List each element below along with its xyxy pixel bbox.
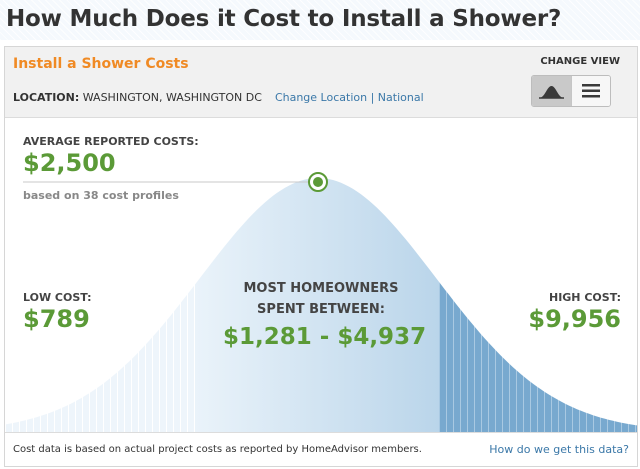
bell-curve-graphic — [5, 172, 637, 432]
list-view-button[interactable] — [571, 76, 610, 106]
view-toggle — [531, 75, 611, 107]
high-cost-label: HIGH COST: — [548, 291, 621, 304]
page-heading-banner: How Much Does it Cost to Install a Showe… — [0, 0, 640, 40]
typical-range-block: MOST HOMEOWNERS SPENT BETWEEN: $1,281 - … — [223, 278, 427, 350]
national-link[interactable]: National — [377, 91, 424, 104]
how-we-get-data-link[interactable]: How do we get this data? — [489, 443, 629, 456]
panel-title: Install a Shower Costs — [13, 56, 189, 72]
low-cost-value: $789 — [23, 305, 90, 333]
graph-view-button[interactable] — [532, 76, 571, 106]
high-cost-value: $9,956 — [528, 305, 621, 333]
location-value: WASHINGTON, WASHINGTON DC — [82, 91, 262, 104]
low-cost-label: LOW COST: — [23, 291, 92, 304]
link-separator: | — [370, 91, 375, 104]
panel-header: Install a Shower Costs LOCATION: WASHING… — [5, 47, 637, 118]
cost-panel: Install a Shower Costs LOCATION: WASHING… — [4, 46, 638, 467]
change-view-label: CHANGE VIEW — [540, 56, 620, 67]
page-title: How Much Does it Cost to Install a Showe… — [6, 6, 562, 32]
average-cost-label: AVERAGE REPORTED COSTS: — [23, 135, 199, 148]
average-cost-value: $2,500 — [23, 149, 116, 177]
high-tail-region — [439, 178, 637, 432]
change-location-link[interactable]: Change Location — [274, 91, 368, 104]
bell-curve-icon — [539, 86, 564, 99]
data-source-note: Cost data is based on actual project cos… — [13, 444, 422, 455]
middle-range-region — [195, 178, 439, 432]
location-row: LOCATION: WASHINGTON, WASHINGTON DC Chan… — [13, 91, 424, 104]
cost-distribution-chart: AVERAGE REPORTED COSTS: $2,500 based on … — [5, 118, 637, 432]
list-lines-icon — [582, 84, 600, 98]
average-marker-dot — [313, 177, 323, 187]
typical-range-label-1: MOST HOMEOWNERS — [243, 281, 399, 296]
cost-profiles-note: based on 38 cost profiles — [23, 189, 179, 202]
typical-range-value: $1,281 - $4,937 — [223, 324, 427, 350]
location-label: LOCATION: — [13, 91, 80, 104]
typical-range-label-2: SPENT BETWEEN: — [257, 302, 385, 317]
panel-footer: Cost data is based on actual project cos… — [5, 432, 637, 466]
